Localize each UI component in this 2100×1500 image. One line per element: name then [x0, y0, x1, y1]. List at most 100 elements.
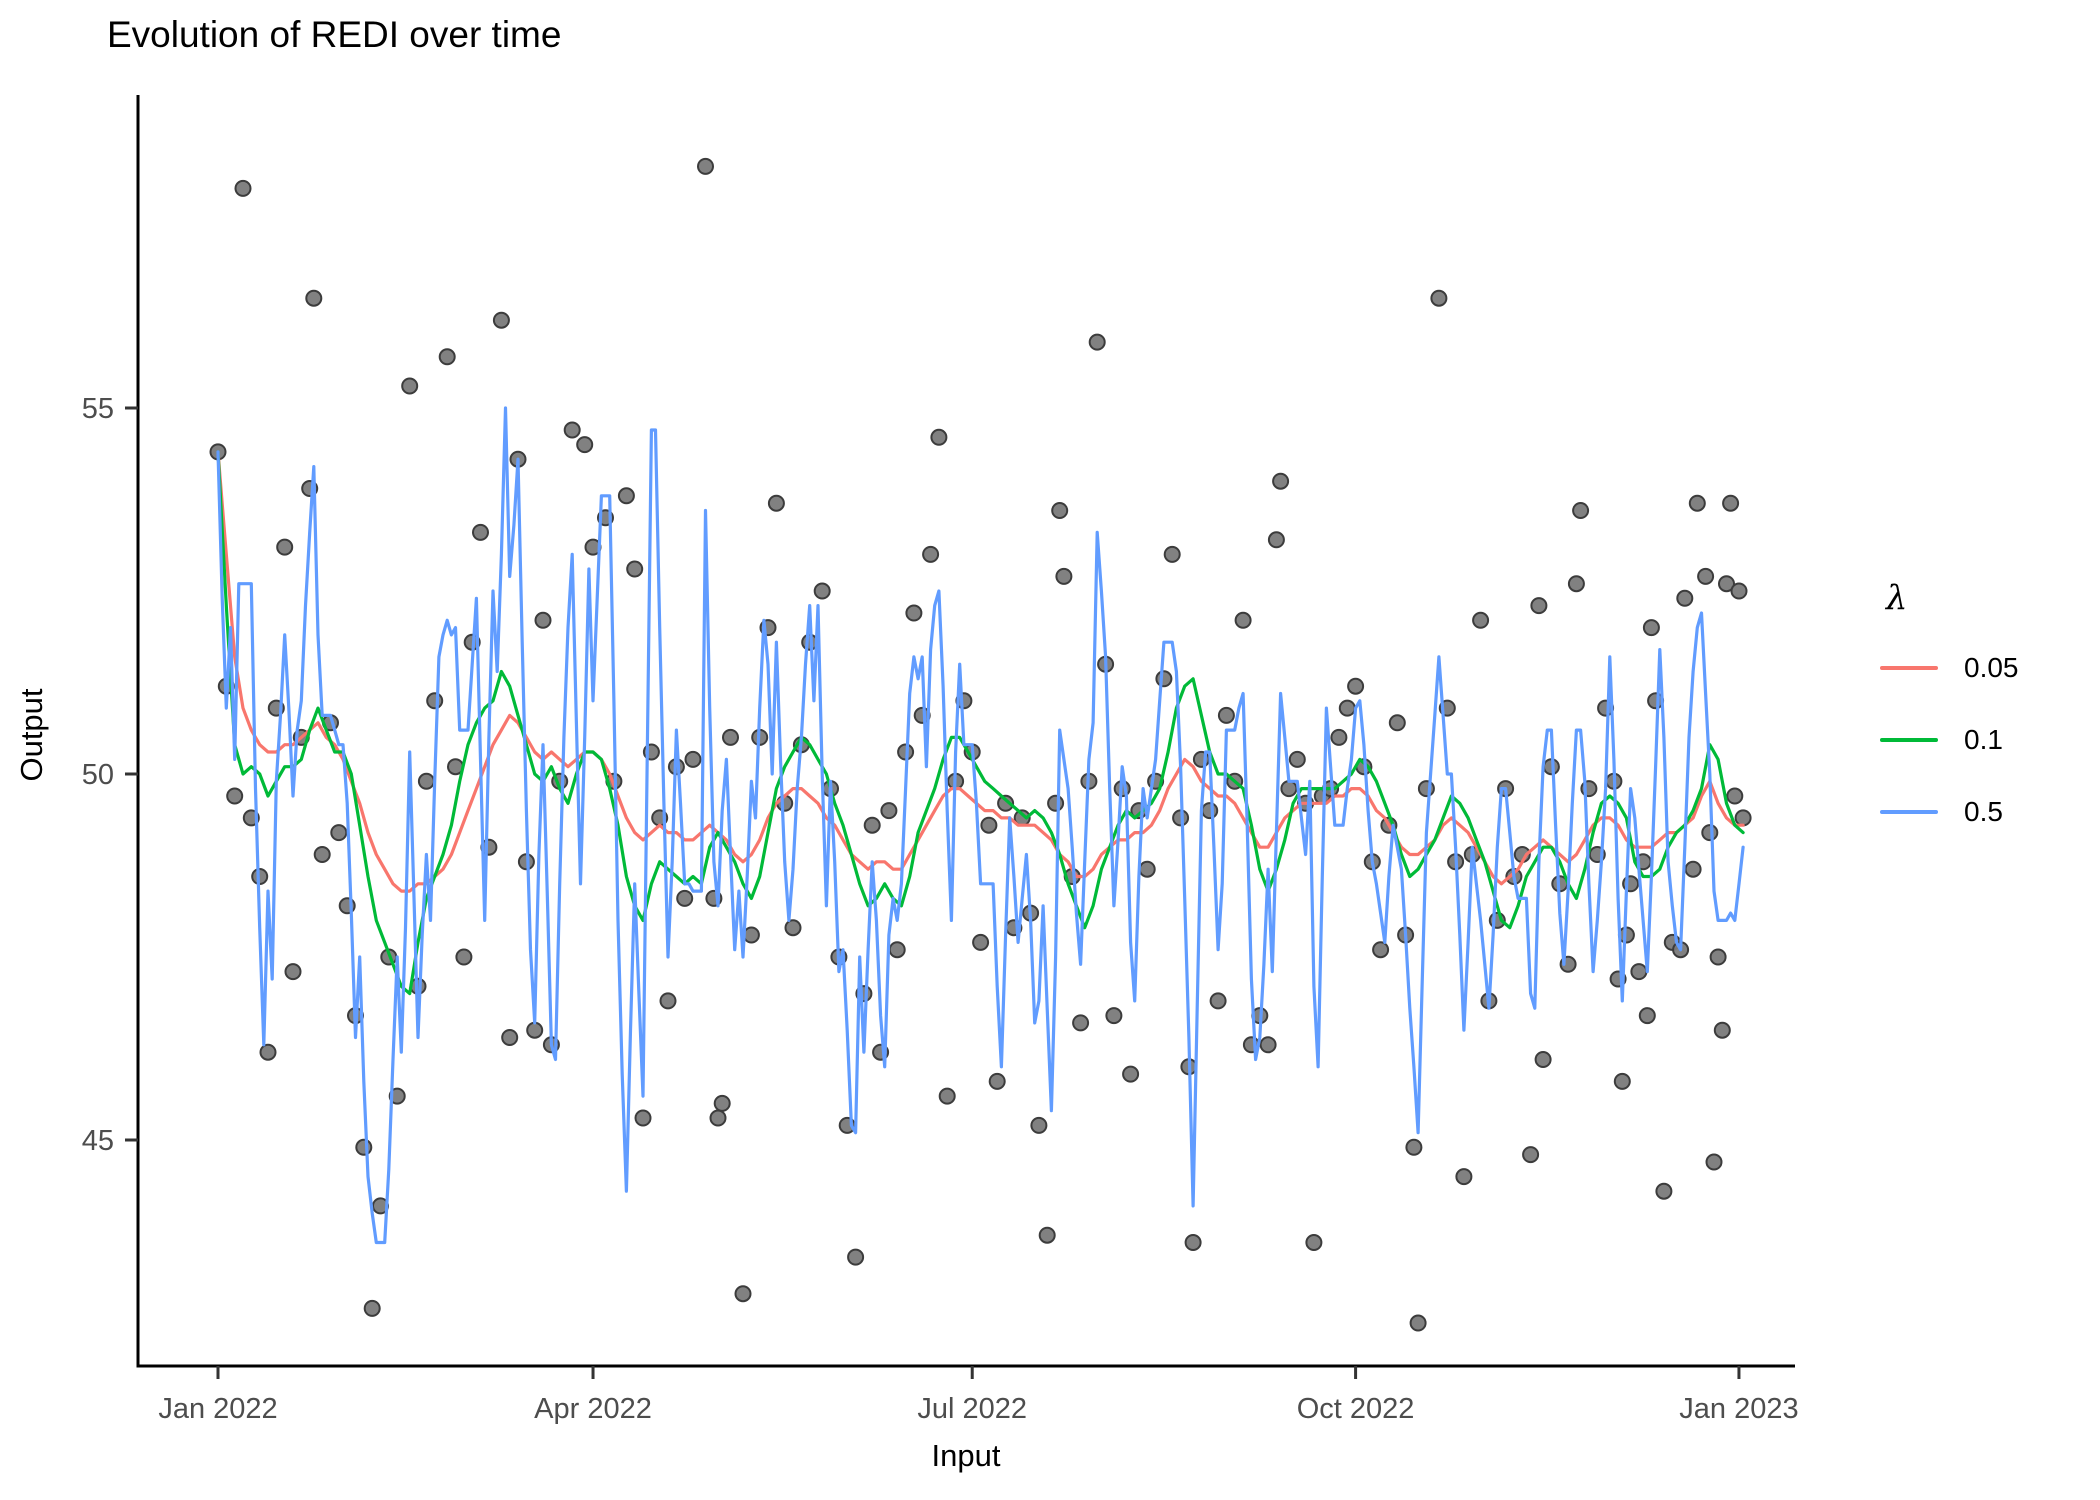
data-point: [1718, 575, 1735, 593]
data-point: [617, 487, 635, 505]
data-point: [1288, 750, 1306, 768]
data-point: [1705, 1153, 1723, 1171]
data-point: [355, 1138, 373, 1156]
data-point: [988, 1072, 1006, 1090]
data-point: [1713, 1021, 1731, 1039]
line-series: [216, 406, 1745, 1245]
data-point: [438, 348, 456, 366]
data-point: [576, 436, 594, 454]
data-point: [1567, 575, 1585, 593]
data-point: [1726, 787, 1744, 805]
data-point: [1684, 860, 1702, 878]
data-point: [1055, 567, 1073, 585]
data-point: [501, 1029, 519, 1046]
data-point: [980, 816, 998, 834]
data-point: [1405, 1138, 1423, 1156]
data-point: [330, 824, 348, 842]
data-point: [388, 1087, 406, 1105]
data-point: [1209, 992, 1227, 1010]
data-point: [1030, 1116, 1048, 1134]
legend-line-swatch-green: [1880, 738, 1938, 742]
data-point: [1676, 589, 1694, 607]
scatter-points: [209, 157, 1752, 1332]
axes: 55 50 45 Jan 2022 Apr 2022 Jul 2022 Oct 2022 Ja…: [82, 95, 1799, 1425]
data-point: [1730, 582, 1748, 600]
legend-entry-05: 0.5: [1880, 790, 2019, 834]
legend-label: 0.1: [1964, 724, 2003, 755]
data-point: [1259, 1036, 1277, 1054]
data-point: [1122, 1065, 1140, 1083]
legend: λ 0.05 0.1 0.5: [1880, 578, 2019, 862]
data-point: [847, 1248, 865, 1266]
data-point: [1722, 494, 1740, 512]
data-point: [922, 545, 940, 563]
legend-entry-005: 0.05: [1880, 646, 2019, 690]
data-point: [313, 846, 331, 863]
data-point: [1472, 611, 1490, 629]
data-point: [634, 1109, 652, 1127]
data-point: [709, 1109, 727, 1127]
data-point: [455, 948, 473, 966]
y-tick-label: 55: [82, 393, 114, 425]
data-point: [1272, 472, 1290, 490]
data-point: [1534, 1051, 1552, 1068]
x-axis-title: Input: [931, 1438, 1001, 1473]
data-point: [734, 1285, 752, 1303]
data-point: [563, 421, 581, 439]
legend-title: λ: [1886, 578, 1908, 618]
legend-line-swatch-blue: [1880, 810, 1938, 814]
data-point: [1051, 502, 1069, 519]
series-line-0.05: [216, 450, 1745, 893]
data-point: [1630, 963, 1648, 981]
data-point: [1655, 1182, 1673, 1200]
data-point: [1305, 1234, 1323, 1251]
legend-entry-01: 0.1: [1880, 718, 2019, 762]
chart-title: Evolution of REDI over time: [107, 14, 562, 55]
data-point: [1347, 677, 1365, 695]
data-point: [1417, 780, 1435, 798]
y-tick-label: 50: [82, 759, 114, 791]
data-point: [226, 787, 244, 805]
data-point: [1163, 545, 1181, 563]
data-point: [742, 926, 760, 944]
data-point: [1072, 1014, 1090, 1032]
data-point: [1642, 619, 1660, 637]
data-point: [697, 157, 714, 175]
y-tick-label: 45: [82, 1125, 114, 1157]
data-point: [534, 611, 552, 629]
data-point: [1701, 824, 1719, 842]
x-tick-label: Jan 2023: [1679, 1393, 1798, 1425]
data-point: [1217, 706, 1235, 724]
data-point: [1530, 597, 1548, 615]
data-point: [626, 560, 644, 578]
data-point: [276, 538, 294, 556]
legend-label: 0.5: [1964, 796, 2003, 827]
data-point: [863, 816, 881, 834]
data-point: [1613, 1072, 1631, 1090]
data-point: [997, 794, 1015, 812]
data-point: [1638, 1007, 1656, 1025]
data-point: [1105, 1007, 1123, 1025]
data-point: [401, 377, 419, 395]
data-point: [1267, 531, 1285, 549]
data-point: [1522, 1146, 1540, 1164]
data-point: [1088, 333, 1106, 351]
data-point: [676, 889, 694, 907]
data-point: [417, 772, 435, 790]
data-point: [813, 582, 831, 600]
data-point: [767, 494, 785, 512]
data-point: [1734, 809, 1752, 827]
data-point: [492, 311, 510, 329]
series-line-0.1: [216, 450, 1745, 996]
data-point: [972, 933, 990, 951]
data-point: [1338, 699, 1356, 717]
data-point: [284, 963, 302, 981]
data-point: [363, 1299, 381, 1317]
data-point: [722, 728, 739, 746]
data-point: [1038, 1226, 1056, 1244]
legend-line-swatch-red: [1880, 666, 1938, 670]
data-point: [1138, 860, 1156, 878]
data-point: [1709, 948, 1727, 966]
